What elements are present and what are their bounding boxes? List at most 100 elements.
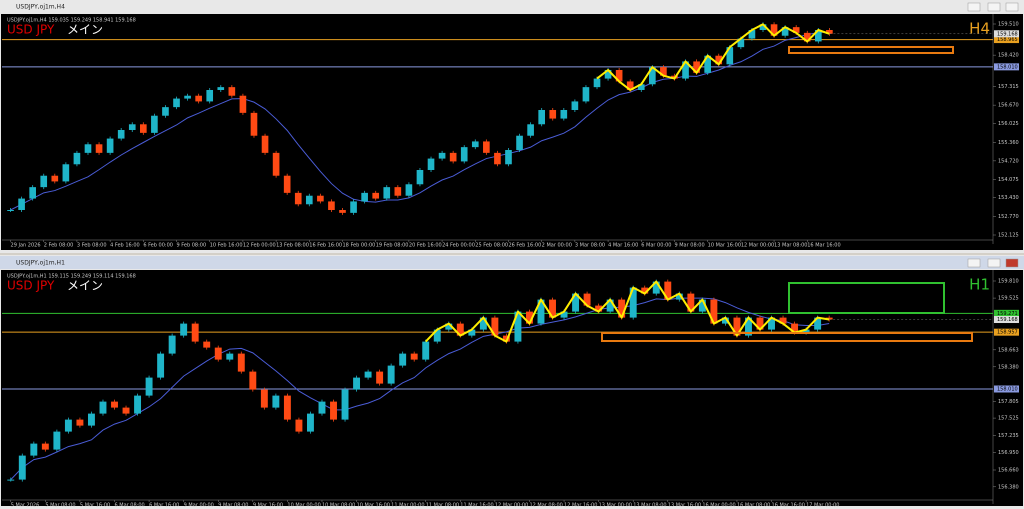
- candle: [168, 335, 176, 354]
- candle: [239, 95, 247, 113]
- candle: [427, 158, 435, 170]
- moving-average: [10, 31, 830, 211]
- x-tick-label: 2 Feb 08:00: [44, 243, 74, 249]
- price-level-tag: [994, 309, 1019, 317]
- candle: [62, 164, 70, 182]
- close-button[interactable]: [1005, 258, 1019, 268]
- candle: [516, 135, 523, 150]
- x-tick-label: 19 Feb 08:00: [376, 243, 409, 249]
- candle: [317, 195, 324, 202]
- x-tick-label: 13 Feb 08:00: [276, 243, 309, 249]
- candle: [737, 38, 745, 48]
- rectangle-drawing: [601, 332, 973, 342]
- candle: [30, 443, 38, 456]
- minimize-button[interactable]: [967, 2, 981, 12]
- candle: [468, 329, 476, 336]
- candle: [18, 455, 26, 480]
- candle: [173, 98, 180, 108]
- close-button[interactable]: [1005, 2, 1019, 12]
- symbol-label: USD JPY: [7, 23, 55, 37]
- candle: [637, 84, 645, 90]
- candle: [491, 317, 499, 336]
- candle: [294, 192, 302, 205]
- candle: [422, 341, 430, 360]
- candle: [53, 431, 61, 450]
- maximize-button[interactable]: [987, 258, 1001, 268]
- x-tick-label: 24 Feb 00:00: [442, 243, 475, 249]
- candle: [514, 311, 522, 342]
- y-tick-label: 152.770: [998, 214, 1019, 220]
- candle: [184, 95, 191, 99]
- last-price-label: 159.168: [997, 31, 1018, 37]
- x-tick-label: 10 Mar 00:00: [287, 503, 320, 509]
- candle: [759, 24, 767, 30]
- x-tick-label: 18 Feb 00:00: [343, 243, 376, 249]
- y-tick-label: 154.075: [998, 177, 1019, 183]
- maximize-button[interactable]: [987, 2, 1001, 12]
- candle: [162, 107, 169, 116]
- comment-label: メイン: [67, 23, 103, 37]
- rectangle-drawing: [788, 282, 945, 314]
- x-tick-label: 3 Feb 08:00: [77, 243, 107, 249]
- zigzag-drawing: [596, 23, 830, 91]
- candle: [180, 323, 188, 336]
- candle: [698, 299, 706, 312]
- x-tick-label: 9 Feb 08:00: [177, 243, 207, 249]
- candle: [376, 371, 384, 384]
- y-tick-label: 158.420: [998, 53, 1019, 59]
- x-tick-label: 6 Mar 00:00: [641, 243, 671, 249]
- candle: [483, 141, 490, 153]
- candle: [87, 413, 95, 426]
- x-tick-label: 9 Mar 08:00: [674, 243, 704, 249]
- candle: [416, 170, 424, 185]
- candle: [145, 377, 153, 396]
- x-tick-label: 5 Mar 08:00: [45, 503, 75, 509]
- candle: [494, 152, 501, 165]
- candle: [387, 365, 395, 384]
- candle: [51, 175, 59, 182]
- candle: [283, 395, 291, 420]
- candle: [18, 198, 25, 210]
- x-tick-label: 6 Mar 16:00: [149, 503, 179, 509]
- y-tick-label: 155.360: [998, 140, 1019, 146]
- candle: [433, 329, 441, 342]
- candle: [341, 389, 349, 420]
- x-tick-label: 10 Feb 16:00: [210, 243, 243, 249]
- candle: [527, 124, 534, 136]
- x-tick-label: 12 Mar 00:00: [741, 243, 774, 249]
- candle: [250, 112, 258, 136]
- x-tick-label: 10 Mar 16:00: [357, 503, 390, 509]
- y-tick-label: 156.950: [998, 450, 1019, 456]
- candle: [768, 317, 775, 330]
- candle: [140, 124, 147, 133]
- x-tick-label: 13 Mar 00:00: [599, 503, 632, 509]
- y-tick-label: 159.525: [998, 296, 1019, 302]
- candle: [560, 110, 568, 119]
- candle: [502, 335, 510, 342]
- candle: [410, 353, 418, 360]
- candle: [339, 210, 346, 213]
- candle: [710, 299, 718, 324]
- candle: [305, 195, 313, 205]
- candle: [726, 47, 734, 65]
- x-tick-label: 6 Mar 08:00: [115, 503, 145, 509]
- candle: [217, 87, 225, 90]
- candle: [249, 371, 257, 390]
- minimize-button[interactable]: [967, 258, 981, 268]
- candle: [660, 67, 667, 76]
- x-tick-label: 4 Mar 16:00: [608, 243, 638, 249]
- x-tick-label: 9 Mar 08:00: [218, 503, 248, 509]
- y-tick-label: 156.380: [998, 484, 1019, 490]
- x-tick-label: 11 Mar 08:00: [426, 503, 459, 509]
- candle: [715, 55, 723, 65]
- candle: [615, 70, 623, 82]
- candle: [226, 353, 234, 360]
- candle: [626, 81, 634, 90]
- candle: [191, 323, 199, 342]
- candle: [76, 419, 84, 426]
- x-tick-label: 5 Mar 2026: [11, 503, 40, 509]
- candle: [815, 30, 822, 42]
- x-tick-label: 12 Mar 00:00: [495, 503, 528, 509]
- y-tick-label: 159.510: [998, 22, 1019, 28]
